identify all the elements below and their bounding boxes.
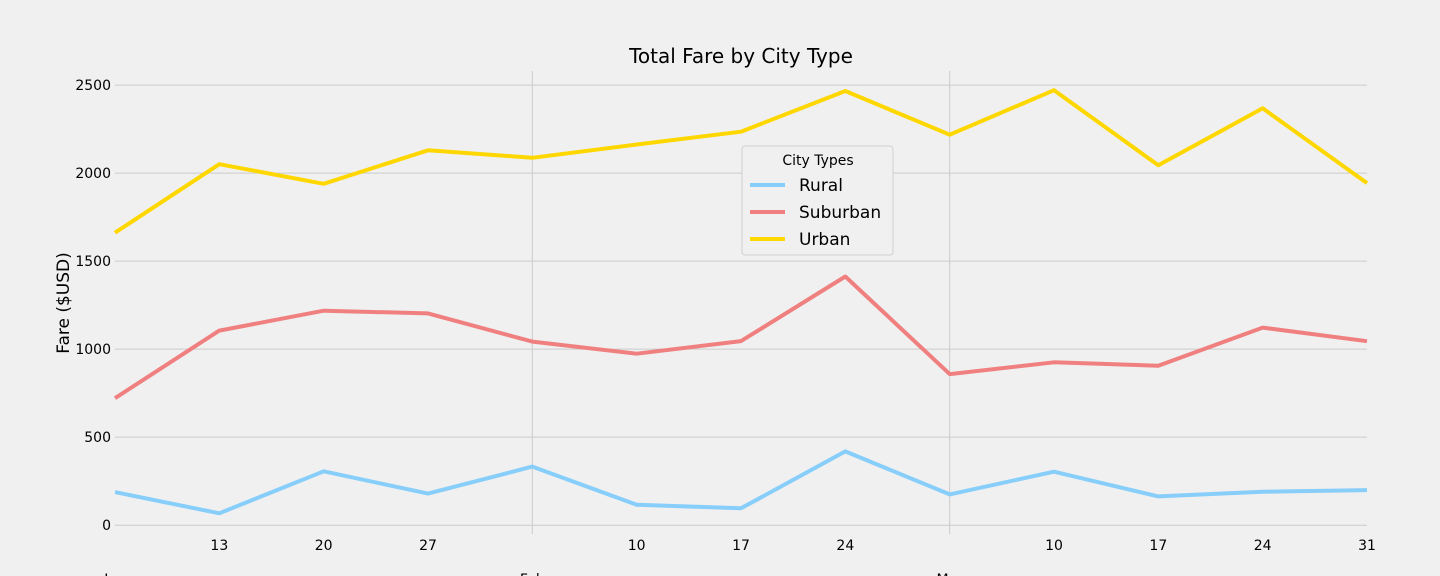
x-major-tick-label: Mar: [936, 572, 963, 576]
chart-title: Total Fare by City Type: [628, 44, 853, 68]
x-axis-ticks: Jan Feb Mar 13 20 27 10 17 24 10 17 24 31: [103, 538, 1376, 576]
grid: [115, 71, 1367, 534]
x-tick-label: 24: [1254, 538, 1272, 554]
y-tick-label: 2500: [75, 78, 111, 94]
legend: City Types Rural Suburban Urban: [741, 145, 894, 256]
x-tick-label: 20: [315, 538, 333, 554]
x-tick-label: 31: [1358, 538, 1376, 554]
y-tick-label: 500: [84, 430, 111, 446]
series-line-rural: [114, 449, 1368, 516]
legend-box: [741, 145, 894, 256]
x-major-tick-label: Feb: [520, 572, 545, 576]
x-tick-label: 17: [1149, 538, 1167, 554]
series-line-urban: [113, 88, 1369, 235]
x-tick-label: 17: [732, 538, 750, 554]
series-line-suburban: [113, 274, 1368, 400]
legend-items: Rural Suburban Urban: [750, 176, 881, 250]
series-lines: [113, 88, 1369, 516]
x-tick-label: 27: [419, 538, 437, 554]
x-major-tick-label: Jan: [103, 572, 126, 576]
x-tick-label: 10: [1045, 538, 1063, 554]
legend-title: City Types: [782, 153, 853, 169]
legend-label-suburban: Suburban: [799, 203, 881, 223]
x-tick-label: 24: [836, 538, 854, 554]
y-tick-label: 1000: [75, 342, 111, 358]
legend-label-urban: Urban: [799, 230, 850, 250]
y-tick-label: 2000: [75, 166, 111, 182]
x-tick-label: 13: [210, 538, 228, 554]
y-axis-label: Fare ($USD): [54, 252, 74, 354]
legend-label-rural: Rural: [799, 176, 843, 196]
y-tick-label: 1500: [75, 254, 111, 270]
y-tick-label: 0: [102, 518, 111, 534]
x-tick-label: 10: [628, 538, 646, 554]
y-axis-ticks: 0 500 1000 1500 2000 2500: [75, 78, 111, 534]
